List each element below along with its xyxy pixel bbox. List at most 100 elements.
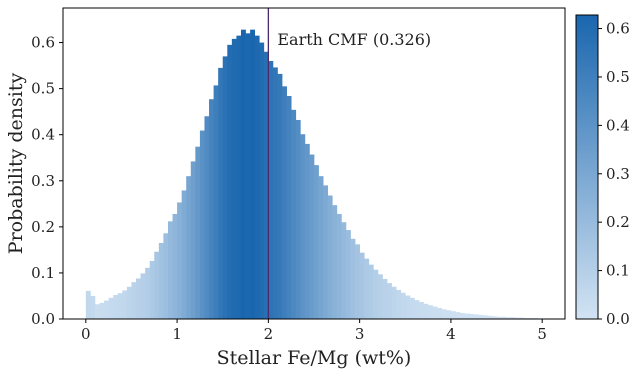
histogram-bar [191, 161, 196, 319]
histogram-bar [154, 252, 159, 319]
histogram-bar [446, 310, 451, 319]
histogram-bar [113, 295, 118, 319]
histogram-bar [341, 222, 346, 319]
histogram-bar [291, 110, 296, 319]
histogram-bar [442, 309, 447, 319]
histogram-bar [250, 30, 255, 319]
histogram-bar [332, 205, 337, 319]
histogram-bar [465, 313, 470, 319]
histogram-bar [373, 270, 378, 319]
histogram-bar [346, 230, 351, 319]
x-tick-label: 1 [172, 325, 182, 343]
histogram-bar [268, 61, 273, 319]
colorbar-tick-label: 0.2 [606, 213, 630, 231]
histogram-bar [287, 96, 292, 319]
histogram-bar [364, 259, 369, 319]
histogram-bar [469, 314, 474, 319]
x-tick-label: 5 [537, 325, 547, 343]
histogram-bar [109, 298, 114, 319]
histogram-bar [241, 30, 246, 319]
histogram-bar [401, 293, 406, 319]
histogram-bars [86, 30, 543, 319]
histogram-bar [305, 144, 310, 319]
histogram-bar [209, 99, 214, 319]
y-axis-ticks: 0.00.10.20.30.40.50.6 [31, 34, 63, 328]
histogram-bar [483, 315, 488, 319]
histogram-bar [232, 39, 237, 319]
y-tick-label: 0.5 [31, 80, 55, 98]
histogram-bar [163, 233, 168, 319]
histogram-bar [273, 67, 278, 319]
histogram-bar [455, 312, 460, 319]
colorbar [576, 15, 598, 319]
histogram-bar [168, 221, 173, 319]
histogram-bar [131, 282, 136, 319]
histogram-bar [360, 253, 365, 319]
histogram-bar [414, 300, 419, 319]
x-tick-label: 2 [264, 325, 274, 343]
x-tick-label: 3 [355, 325, 365, 343]
histogram-bar [300, 134, 305, 319]
histogram-bar [378, 274, 383, 319]
histogram-bar [182, 190, 187, 319]
histogram-bar [392, 287, 397, 319]
histogram-bar [314, 165, 319, 319]
histogram-bar [433, 307, 438, 319]
histogram-bar [104, 301, 109, 319]
histogram-bar [159, 243, 164, 319]
x-tick-label: 0 [81, 325, 91, 343]
histogram-bar [259, 43, 264, 319]
histogram-bar [277, 74, 282, 319]
histogram-bar [478, 315, 483, 319]
histogram-bar [410, 298, 415, 319]
y-tick-label: 0.0 [31, 310, 55, 328]
x-axis-title: Stellar Fe/Mg (wt%) [217, 347, 412, 369]
histogram-bar [460, 313, 465, 319]
histogram-bar [127, 287, 132, 319]
x-tick-label: 4 [446, 325, 456, 343]
histogram-bar [296, 120, 301, 319]
histogram-bar [195, 147, 200, 319]
histogram-bar [437, 308, 442, 319]
histogram-bar [177, 202, 182, 319]
y-tick-label: 0.3 [31, 172, 55, 190]
histogram-bar [319, 176, 324, 319]
histogram-bar [227, 45, 232, 319]
colorbar-tick-label: 0.6 [606, 20, 630, 38]
colorbar-tick-label: 0.0 [606, 310, 630, 328]
histogram-bar [141, 273, 146, 319]
histogram-bar [405, 296, 410, 320]
histogram-bar [255, 36, 260, 319]
histogram-bar [236, 36, 241, 319]
histogram-bar [223, 56, 228, 319]
histogram-bar [382, 279, 387, 319]
colorbar-tick-label: 0.4 [606, 116, 630, 134]
histogram-bar [136, 278, 141, 319]
colorbar-tick-label: 0.1 [606, 262, 630, 280]
histogram-bar [387, 283, 392, 319]
histogram-bar [451, 311, 456, 319]
y-tick-label: 0.2 [31, 218, 55, 236]
histogram-bar [204, 116, 209, 319]
histogram-bar [145, 268, 150, 319]
histogram-bar [328, 196, 333, 319]
histogram-bar [419, 302, 424, 319]
histogram-bar [282, 86, 287, 319]
y-tick-label: 0.6 [31, 34, 55, 52]
histogram-bar [369, 265, 374, 319]
histogram-bar [122, 290, 127, 319]
histogram-bar [214, 85, 219, 319]
y-axis-title: Probability density [5, 73, 27, 255]
histogram-bar [351, 239, 356, 319]
histogram-bar [424, 304, 429, 319]
x-axis-ticks: 0 1 2 3 4 5 [81, 319, 547, 343]
histogram-bar [474, 314, 479, 319]
colorbar-tick-label: 0.5 [606, 68, 630, 86]
histogram-bar [428, 305, 433, 319]
earth-cmf-annotation: Earth CMF (0.326) [277, 30, 431, 49]
colorbar-tick-label: 0.3 [606, 165, 630, 183]
histogram-bar [90, 296, 95, 319]
y-tick-label: 0.1 [31, 264, 55, 282]
